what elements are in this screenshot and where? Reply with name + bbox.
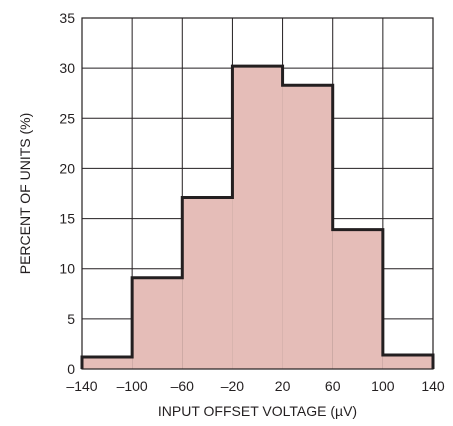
y-tick-label: 20 — [59, 160, 75, 176]
y-tick-label: 35 — [59, 10, 75, 26]
y-axis-title: PERCENT OF UNITS (%) — [17, 113, 33, 275]
x-tick-labels: –140 –100 –60 –20 20 60 100 140 — [66, 378, 444, 394]
x-tick-label: –140 — [66, 378, 97, 394]
y-tick-label: 5 — [67, 311, 75, 327]
y-tick-label: 0 — [67, 361, 75, 377]
y-tick-label: 10 — [59, 261, 75, 277]
x-tick-label: 20 — [275, 378, 291, 394]
y-tick-labels: 0 5 10 15 20 25 30 35 — [59, 10, 75, 377]
x-tick-label: 60 — [325, 378, 341, 394]
x-axis-title: INPUT OFFSET VOLTAGE (µV) — [158, 403, 357, 419]
histogram-bar — [333, 230, 383, 369]
histogram-bar — [82, 357, 132, 369]
histogram-bar — [232, 66, 282, 369]
histogram-bar — [132, 278, 182, 369]
histogram-bar — [283, 85, 333, 369]
x-tick-label: –60 — [171, 378, 195, 394]
x-tick-label: –20 — [221, 378, 245, 394]
histogram-bars — [82, 66, 433, 369]
y-tick-label: 15 — [59, 211, 75, 227]
y-tick-label: 30 — [59, 60, 75, 76]
histogram-bar — [383, 355, 433, 369]
x-tick-label: –100 — [117, 378, 148, 394]
x-tick-label: 140 — [421, 378, 445, 394]
histogram-bar — [182, 198, 232, 369]
y-tick-label: 25 — [59, 110, 75, 126]
x-tick-label: 100 — [371, 378, 395, 394]
